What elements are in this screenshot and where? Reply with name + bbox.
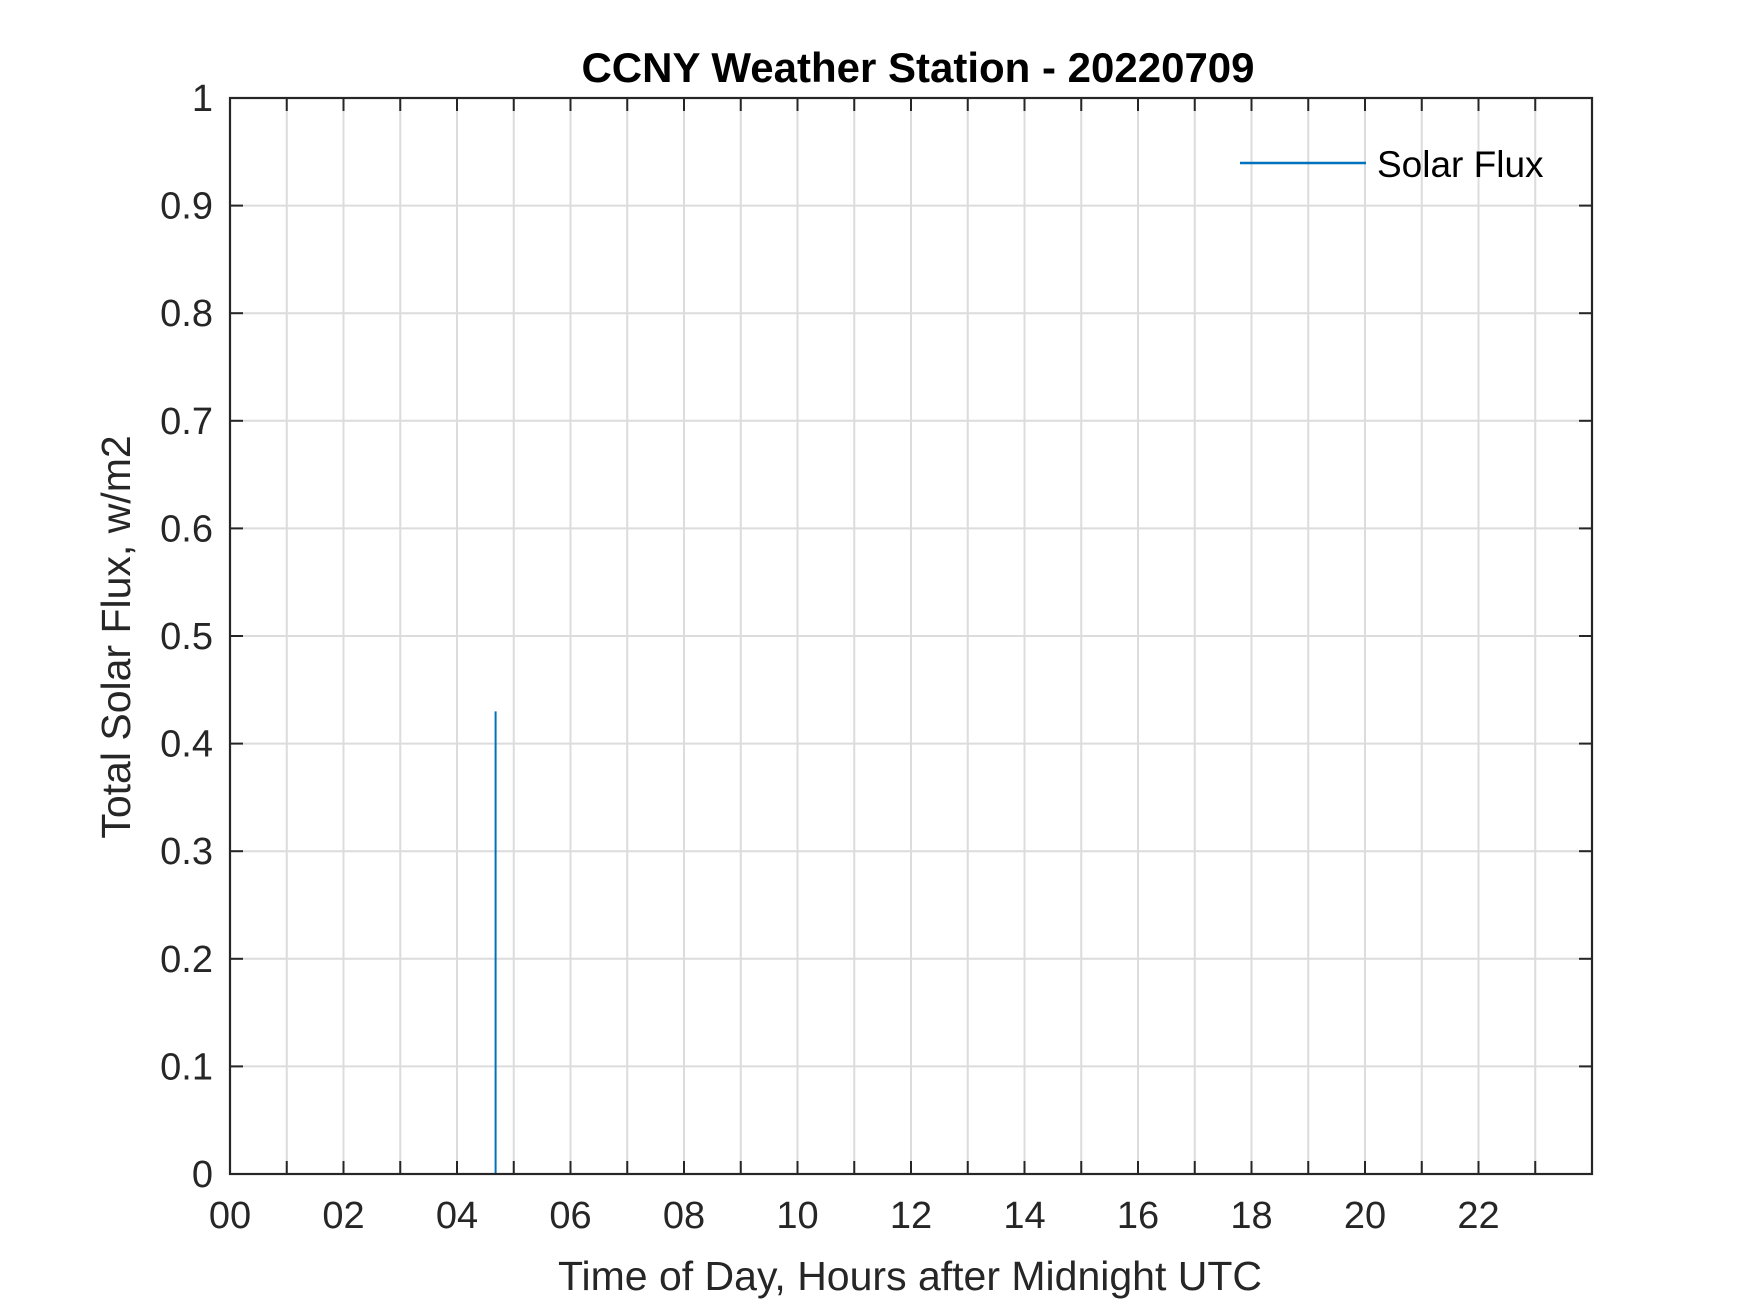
y-axis-label: Total Solar Flux, w/m2 — [93, 435, 139, 838]
y-tick-label: 0.9 — [160, 186, 213, 228]
x-tick-label: 14 — [1003, 1195, 1045, 1237]
x-tick-label: 10 — [776, 1195, 818, 1237]
x-tick-label: 06 — [549, 1195, 591, 1237]
y-tick-label: 0.4 — [160, 724, 213, 766]
y-tick-label: 0.8 — [160, 293, 213, 335]
x-tick-label: 00 — [209, 1195, 251, 1237]
y-tick-label: 0.3 — [160, 831, 213, 873]
x-tick-label: 22 — [1457, 1195, 1499, 1237]
x-tick-labels: 00 02 04 06 08 10 12 14 16 18 20 22 — [209, 1195, 1500, 1237]
y-tick-label: 0.5 — [160, 616, 213, 658]
chart-title: CCNY Weather Station - 20220709 — [581, 44, 1254, 91]
y-tick-label: 0.6 — [160, 508, 213, 550]
y-tick-label: 0 — [192, 1154, 213, 1196]
y-tick-label: 1 — [192, 78, 213, 120]
x-tick-label: 18 — [1230, 1195, 1272, 1237]
y-tick-label: 0.1 — [160, 1046, 213, 1088]
y-tick-label: 0.2 — [160, 939, 213, 981]
x-tick-label: 20 — [1344, 1195, 1386, 1237]
x-axis-label: Time of Day, Hours after Midnight UTC — [558, 1253, 1262, 1299]
legend-label-solar-flux: Solar Flux — [1377, 144, 1544, 185]
legend: Solar Flux — [1240, 144, 1544, 185]
x-tick-label: 12 — [890, 1195, 932, 1237]
x-tick-label: 02 — [322, 1195, 364, 1237]
x-tick-label: 04 — [436, 1195, 478, 1237]
ticks — [230, 98, 1592, 1174]
grid — [230, 98, 1592, 1174]
y-tick-label: 0.7 — [160, 401, 213, 443]
x-tick-label: 16 — [1117, 1195, 1159, 1237]
y-tick-labels: 0 0.1 0.2 0.3 0.4 0.5 0.6 0.7 0.8 0.9 1 — [160, 78, 213, 1196]
x-tick-label: 08 — [663, 1195, 705, 1237]
